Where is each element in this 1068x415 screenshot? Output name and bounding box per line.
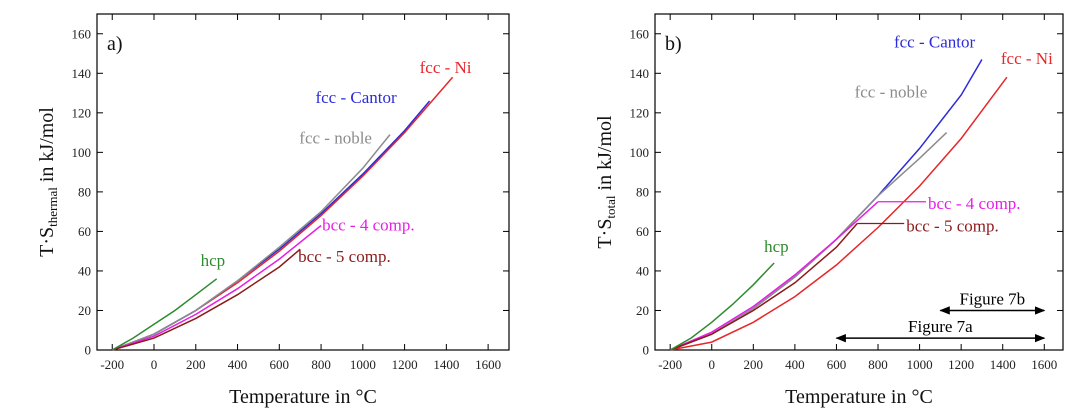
series-label: fcc - Ni bbox=[1001, 49, 1053, 68]
y-tick-label: 40 bbox=[78, 263, 91, 278]
x-tick-label: 1600 bbox=[475, 357, 501, 372]
series-line bbox=[111, 248, 301, 351]
x-axis-label: Temperature in °C bbox=[229, 386, 377, 408]
y-tick-label: 60 bbox=[78, 224, 91, 239]
panel-label: b) bbox=[665, 33, 682, 55]
x-tick-label: 200 bbox=[186, 357, 206, 372]
series-line bbox=[111, 134, 391, 351]
y-tick-label: 20 bbox=[636, 303, 649, 318]
x-axis-label: Temperature in °C bbox=[785, 386, 933, 408]
y-tick-label: 80 bbox=[78, 184, 91, 199]
y-axis-label-main: T·S bbox=[594, 219, 616, 249]
panel-label: a) bbox=[107, 33, 123, 55]
series-line bbox=[669, 201, 879, 351]
x-tick-label: 800 bbox=[311, 357, 331, 372]
y-tick-label: 100 bbox=[72, 145, 92, 160]
x-tick-label: 600 bbox=[827, 357, 847, 372]
x-tick-label: 400 bbox=[228, 357, 248, 372]
series-label: fcc - noble bbox=[299, 129, 372, 148]
y-tick-label: 140 bbox=[72, 66, 92, 81]
y-tick-label: 160 bbox=[630, 26, 650, 41]
x-tick-label: 1400 bbox=[990, 357, 1016, 372]
y-tick-label: 120 bbox=[72, 105, 92, 120]
y-tick-label: 60 bbox=[636, 224, 649, 239]
series-label: fcc - Cantor bbox=[894, 32, 976, 51]
series-label: bcc - 4 comp. bbox=[322, 215, 415, 234]
y-tick-label: 0 bbox=[643, 343, 650, 358]
x-tick-label: -200 bbox=[100, 357, 124, 372]
series-line bbox=[669, 223, 858, 351]
y-tick-label: 120 bbox=[630, 105, 650, 120]
x-tick-label: 800 bbox=[868, 357, 888, 372]
series-label: hcp bbox=[201, 251, 226, 270]
series-label: fcc - Ni bbox=[420, 58, 472, 77]
y-tick-label: 160 bbox=[72, 26, 92, 41]
x-tick-label: 400 bbox=[785, 357, 805, 372]
x-tick-label: -200 bbox=[658, 357, 682, 372]
y-tick-label: 20 bbox=[78, 303, 91, 318]
x-tick-label: 1400 bbox=[433, 357, 459, 372]
y-axis-label-rest: in kJ/mol bbox=[36, 107, 58, 187]
x-tick-label: 600 bbox=[270, 357, 290, 372]
y-tick-label: 0 bbox=[85, 343, 92, 358]
series-line bbox=[111, 76, 454, 351]
x-tick-label: 1200 bbox=[948, 357, 974, 372]
series-label: fcc - Cantor bbox=[315, 88, 397, 107]
plot-frame bbox=[654, 13, 1064, 351]
x-tick-label: 0 bbox=[151, 357, 158, 372]
series-label: bcc - 5 comp. bbox=[298, 247, 391, 266]
series-label: hcp bbox=[764, 237, 789, 256]
x-tick-label: 1200 bbox=[392, 357, 418, 372]
x-tick-label: 1000 bbox=[350, 357, 376, 372]
series-line bbox=[670, 76, 1008, 351]
y-tick-label: 140 bbox=[630, 66, 650, 81]
x-tick-label: 1000 bbox=[907, 357, 933, 372]
series-label: bcc - 5 comp. bbox=[906, 217, 999, 236]
plot-frame bbox=[96, 13, 510, 351]
series-line bbox=[669, 262, 775, 351]
x-tick-label: 0 bbox=[708, 357, 715, 372]
y-axis-label-sub: total bbox=[603, 195, 618, 218]
y-axis-label: T·Sthermal in kJ/mol bbox=[36, 107, 60, 257]
y-axis-label-sub: thermal bbox=[45, 187, 60, 227]
x-tick-label: 200 bbox=[744, 357, 764, 372]
series-line bbox=[111, 224, 322, 351]
y-tick-label: 80 bbox=[636, 184, 649, 199]
y-axis-label-main: T·S bbox=[36, 227, 58, 257]
y-tick-label: 40 bbox=[636, 263, 649, 278]
x-tick-label: 1600 bbox=[1031, 357, 1057, 372]
series-line bbox=[111, 278, 218, 351]
range-label: Figure 7b bbox=[960, 289, 1026, 308]
y-tick-label: 100 bbox=[630, 145, 650, 160]
series-label: bcc - 4 comp. bbox=[928, 194, 1021, 213]
y-axis-label-rest: in kJ/mol bbox=[594, 115, 616, 195]
series-label: fcc - noble bbox=[855, 83, 928, 102]
range-label: Figure 7a bbox=[908, 317, 973, 336]
y-axis-label: T·Stotal in kJ/mol bbox=[594, 115, 618, 249]
